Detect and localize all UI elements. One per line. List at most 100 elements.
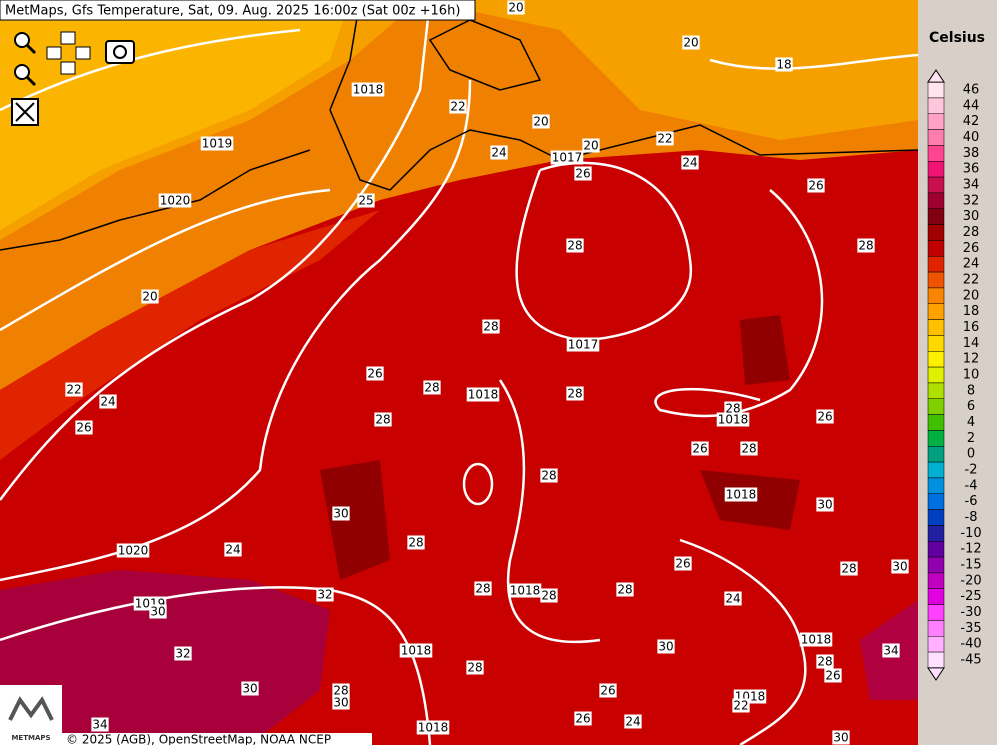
title: MetMaps, Gfs Temperature, Sat, 09. Aug. … [5, 4, 460, 19]
legend-swatch [927, 161, 945, 178]
zoom-in[interactable] [14, 32, 37, 55]
legend-swatch [927, 651, 945, 669]
contour-label-box [224, 542, 242, 557]
contour-label: 20 [533, 115, 548, 129]
contour-label: 1018 [726, 488, 757, 502]
contour-label-box [807, 178, 825, 193]
contour-label: 28 [567, 239, 582, 253]
contour-label-box [332, 683, 350, 698]
fullscreen[interactable] [11, 98, 39, 126]
legend-swatch [927, 351, 945, 368]
contour-label: 30 [817, 498, 832, 512]
contour-label: 28 [617, 583, 632, 597]
contour-label: 1018 [401, 644, 432, 658]
isobar [515, 161, 693, 342]
legend-label: 44 [963, 98, 980, 113]
legend-label: 24 [963, 257, 980, 272]
contour-label-box [566, 337, 600, 352]
legend-swatch [927, 97, 945, 114]
contour-label-box [799, 632, 833, 647]
contour-label-box [316, 587, 334, 602]
contour-label-box [141, 289, 159, 304]
legend-label: -40 [960, 637, 981, 652]
contour-label-box [882, 643, 900, 658]
contour-label: 28 [483, 320, 498, 334]
contour-label: 1018 [718, 413, 749, 427]
legend-swatch [927, 366, 945, 384]
legend-title: Celsius [929, 30, 985, 46]
contour-label-box [832, 730, 850, 745]
legend-label: 22 [963, 273, 980, 288]
contour-label-box [574, 166, 592, 181]
contour-label: 1018 [353, 83, 384, 97]
legend-swatch [927, 604, 945, 621]
contour-label-box [891, 559, 909, 574]
legend-label: -10 [960, 526, 981, 541]
band [0, 210, 380, 460]
legend-label: -8 [965, 510, 978, 525]
contour-label-box [357, 193, 375, 208]
legend-swatch [927, 525, 945, 542]
contour-label: 28 [858, 239, 873, 253]
contour-label-box [474, 581, 492, 596]
contour-label: 28 [408, 536, 423, 550]
contour-label: 30 [833, 731, 848, 745]
contour-label-box [657, 639, 675, 654]
controls [11, 31, 135, 126]
contour-label: 24 [225, 543, 240, 557]
contour-label: 18 [776, 58, 791, 72]
legend-label: 40 [963, 130, 980, 145]
contour-label-box [466, 387, 500, 402]
legend-label: 8 [967, 383, 975, 398]
contour-label-box [332, 695, 350, 710]
legend-label: 34 [963, 178, 980, 193]
isobar [709, 53, 919, 70]
contour-label-box [624, 714, 642, 729]
contour-label-box [407, 535, 425, 550]
contour-label: 30 [658, 640, 673, 654]
contour-label: 28 [424, 381, 439, 395]
contour-label-box [566, 386, 584, 401]
legend-swatch [927, 271, 945, 289]
legend-arrow [927, 69, 945, 83]
zoom-out[interactable] [14, 64, 37, 87]
contour-label: 1018 [801, 633, 832, 647]
contour-label-box [174, 646, 192, 661]
contour-label-box [724, 591, 742, 606]
contour-label: 26 [817, 410, 832, 424]
contour-label-box [149, 604, 167, 619]
screenshot[interactable] [105, 40, 135, 64]
contour-label: 30 [150, 605, 165, 619]
legend-label: 32 [963, 193, 980, 208]
contour-label: 25 [358, 194, 373, 208]
contour-label: 20 [142, 290, 157, 304]
contour-label-box [574, 711, 592, 726]
contour-label-box [691, 441, 709, 456]
pan[interactable] [46, 31, 91, 75]
contour-label-box [116, 543, 150, 558]
contour-label: 28 [725, 402, 740, 416]
contour-label-box [158, 193, 192, 208]
legend-label: 26 [963, 241, 980, 256]
isobar [462, 462, 494, 506]
contour-label: 24 [682, 156, 697, 170]
legend-swatch [927, 620, 945, 637]
legend-label: -12 [960, 542, 981, 557]
contour-label: 26 [692, 442, 707, 456]
contour-label-box [682, 35, 700, 50]
contour-label-box [399, 643, 433, 658]
contour-label: 28 [817, 655, 832, 669]
contour-label: 28 [475, 582, 490, 596]
contour-label-box [532, 114, 550, 129]
legend-swatch [927, 509, 945, 526]
contour-label-box [416, 720, 450, 735]
contour-label-box [582, 138, 600, 153]
contour-label-box [374, 412, 392, 427]
legend-arrow [927, 667, 945, 681]
contour-label: 32 [175, 647, 190, 661]
contour-label-box [75, 420, 93, 435]
legend-swatch [927, 192, 945, 210]
contour-label: 28 [541, 589, 556, 603]
